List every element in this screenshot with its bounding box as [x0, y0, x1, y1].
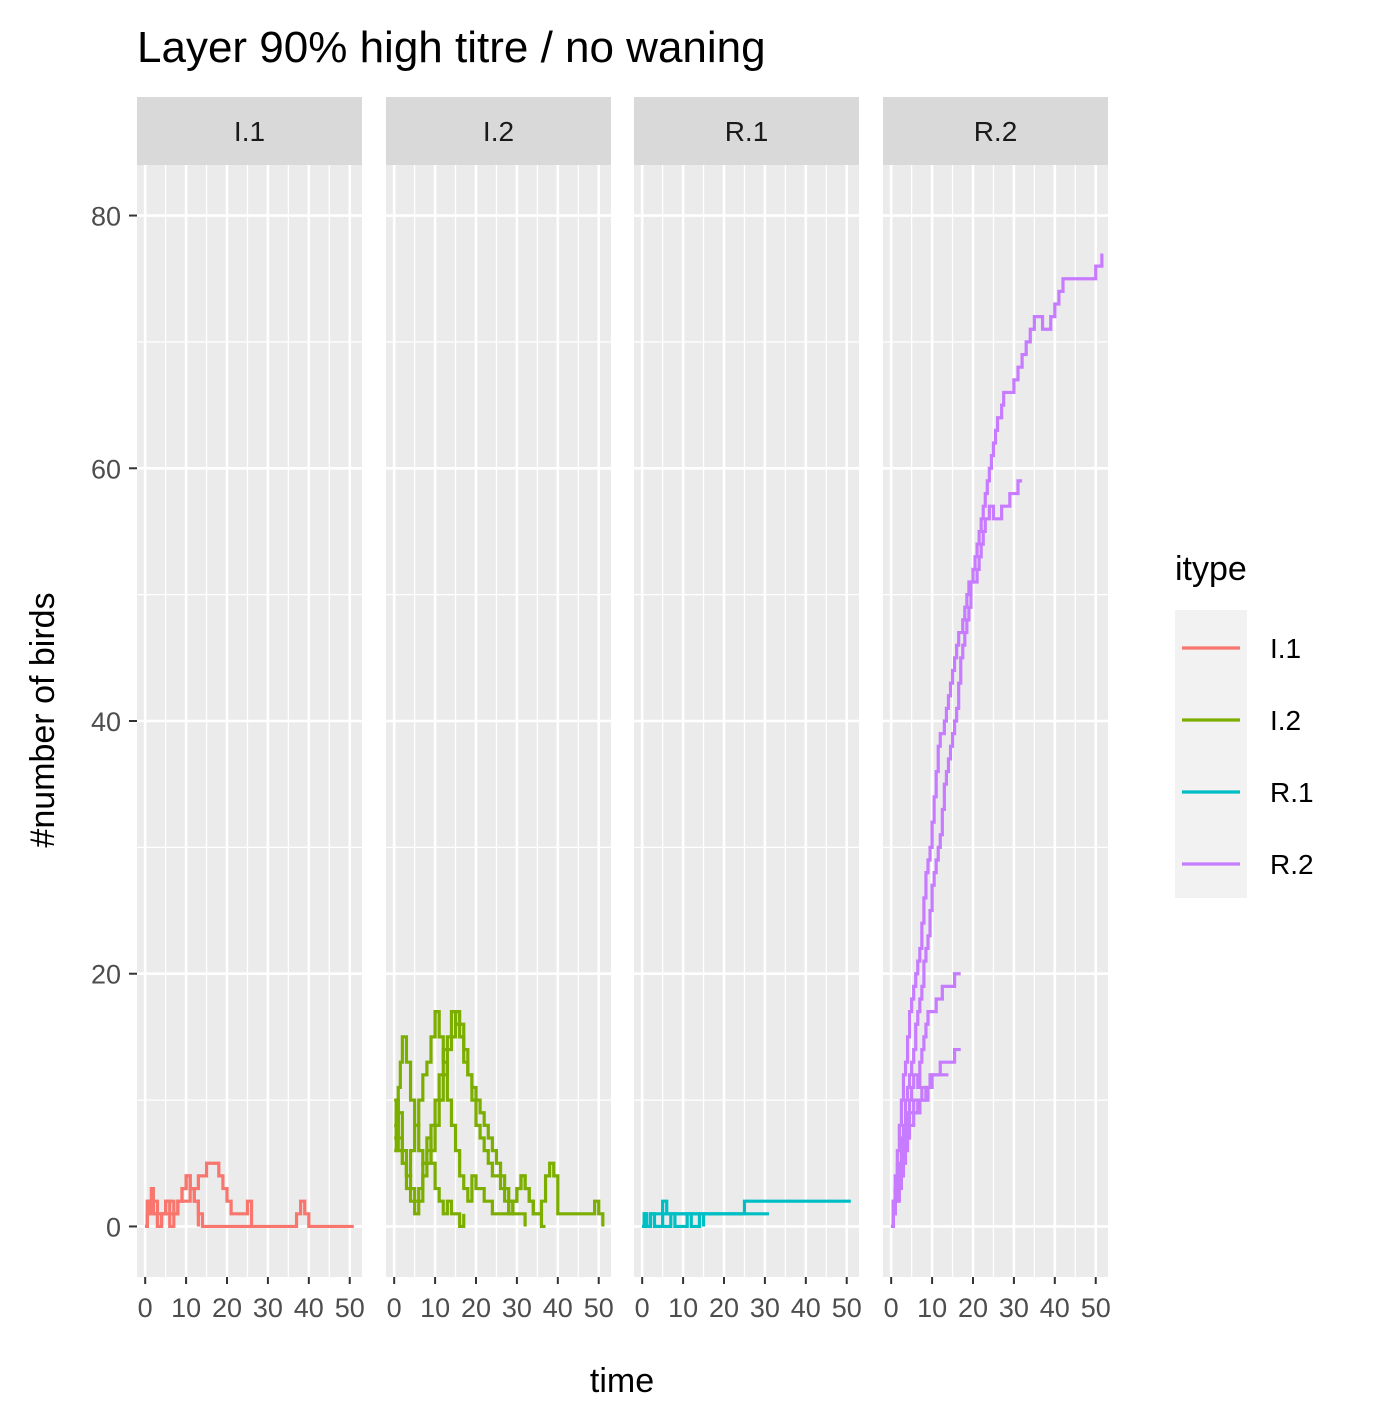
series-lines: [891, 253, 1104, 1229]
x-tick-label: 30: [253, 1293, 283, 1323]
facet-strip: [634, 97, 859, 165]
facet-strip: [137, 97, 362, 165]
x-tick-label: 40: [294, 1293, 324, 1323]
facet-strip-label: I.2: [483, 116, 514, 147]
x-tick-label: 20: [709, 1293, 739, 1323]
x-tick-label: 50: [584, 1293, 614, 1323]
x-tick-label: 0: [138, 1293, 153, 1323]
x-tick-label: 20: [958, 1293, 988, 1323]
legend-items: I.1 I.2 R.1 R.2: [1182, 633, 1314, 880]
series-line-i-1-run-3: [145, 1174, 200, 1229]
facet-strip-label: R.1: [725, 116, 769, 147]
legend-key-background: [1175, 610, 1247, 898]
series-lines: [145, 1161, 354, 1229]
y-tick-label: 40: [91, 707, 121, 737]
x-tick-label: 10: [171, 1293, 201, 1323]
facet-r-2: R.2 0 10 20 30 40 50: [883, 97, 1111, 1323]
x-tick-label: 40: [791, 1293, 821, 1323]
series-line-r-2-run-1: [891, 253, 1104, 1229]
facet-panels: I.1 0 10 20 30 40 50 I.2 0 10 20 30 40 50 R.1 0 10 20 30 40…: [137, 97, 1111, 1323]
x-tick-label: 30: [502, 1293, 532, 1323]
y-axis-title: #number of birds: [24, 592, 62, 847]
x-tick-label: 10: [420, 1293, 450, 1323]
x-tick-label: 20: [461, 1293, 491, 1323]
x-tick-label: 0: [884, 1293, 899, 1323]
series-line-r-1-run-3: [642, 1212, 706, 1229]
legend-label-i-2: I.2: [1270, 705, 1301, 736]
y-axis: 0 20 40 60 80: [91, 202, 137, 1242]
facet-strip: [386, 97, 611, 165]
series-lines: [642, 1199, 851, 1229]
x-tick-label: 50: [335, 1293, 365, 1323]
series-line-i-2-run-4: [394, 1010, 527, 1227]
x-tick-label: 10: [917, 1293, 947, 1323]
x-tick-label: 40: [543, 1293, 573, 1323]
x-tick-label: 30: [999, 1293, 1029, 1323]
x-tick-label: 30: [750, 1293, 780, 1323]
facet-strip-label: R.2: [974, 116, 1018, 147]
series-line-i-2-run-2: [394, 1010, 605, 1227]
legend: itype I.1 I.2 R.1 R.2: [1175, 550, 1314, 898]
legend-title: itype: [1175, 550, 1247, 588]
legend-label-r-2: R.2: [1270, 849, 1314, 880]
series-lines: [394, 1010, 605, 1229]
y-tick-label: 60: [91, 454, 121, 484]
y-tick-label: 0: [106, 1212, 121, 1242]
x-tick-label: 20: [212, 1293, 242, 1323]
chart-title: Layer 90% high titre / no waning: [137, 23, 766, 72]
x-tick-label: 0: [635, 1293, 650, 1323]
series-line-r-2-run-2: [891, 479, 1023, 1229]
facet-r-1: R.1 0 10 20 30 40 50: [634, 97, 862, 1323]
x-tick-label: 10: [668, 1293, 698, 1323]
facet-i-2: I.2 0 10 20 30 40 50: [386, 97, 614, 1323]
legend-label-r-1: R.1: [1270, 777, 1314, 808]
facet-i-1: I.1 0 10 20 30 40 50: [137, 97, 365, 1323]
facet-strip: [883, 97, 1108, 165]
y-tick-label: 80: [91, 202, 121, 232]
legend-label-i-1: I.1: [1270, 633, 1301, 664]
y-tick-label: 20: [91, 960, 121, 990]
x-tick-label: 40: [1040, 1293, 1070, 1323]
x-axis-title: time: [590, 1362, 654, 1400]
x-tick-label: 50: [832, 1293, 862, 1323]
x-tick-label: 0: [387, 1293, 402, 1323]
series-line-r-2-run-5: [891, 1073, 949, 1229]
x-tick-label: 50: [1081, 1293, 1111, 1323]
facet-strip-label: I.1: [234, 116, 265, 147]
